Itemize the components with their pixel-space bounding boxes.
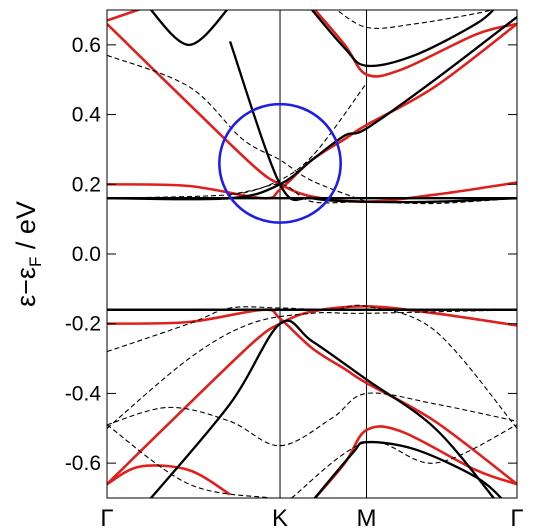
high-symmetry-lines	[279, 10, 368, 498]
x-tick-label: Γ	[510, 505, 523, 531]
dashed-band-line-25	[107, 424, 272, 498]
band-series-group	[107, 10, 517, 498]
y-axis-title-main: ε−ε	[11, 267, 41, 307]
red-band-line-5	[107, 308, 517, 486]
red-band-line-4	[313, 10, 517, 78]
highlight-ellipse	[218, 102, 342, 224]
x-tick-label: Γ	[100, 505, 113, 531]
dashed-band-line-19	[107, 54, 367, 203]
y-tick-label: 0.6	[72, 34, 101, 57]
black-band-line-13	[149, 10, 229, 47]
y-tick-label: -0.4	[65, 382, 102, 405]
annotation-group	[218, 102, 342, 224]
black-band-line-11	[228, 41, 517, 204]
red-band-line-2	[107, 22, 517, 200]
red-band-line-7	[107, 464, 231, 496]
y-tick-label: -0.2	[65, 313, 101, 336]
dashed-band-line-20	[229, 82, 367, 196]
y-tick-label: -0.6	[65, 452, 101, 475]
y-axis-title-unit: / eV	[11, 201, 41, 257]
y-tick-label: 0.2	[72, 173, 101, 196]
dashed-band-line-18	[107, 183, 517, 205]
y-axis-title: ε−εF / eV	[11, 201, 45, 307]
dashed-band-line-22	[107, 304, 517, 429]
y-axis-ticks: -0.6 -0.4 -0.2 0.0 0.2 0.4 0.6	[65, 34, 517, 475]
y-tick-label: 0.4	[72, 104, 102, 127]
red-band-line-6	[107, 304, 517, 486]
dashed-band-line-23	[107, 309, 517, 429]
x-tick-label: K	[272, 505, 288, 531]
dashed-band-line-21	[336, 10, 494, 29]
black-band-line-15	[149, 319, 496, 498]
dashed-band-line-26	[291, 424, 517, 498]
black-band-line-16	[313, 440, 503, 498]
x-tick-label: M	[357, 505, 377, 531]
black-band-line-14	[311, 10, 495, 68]
dashed-band-line-24	[107, 392, 517, 447]
y-axis-title-subscript: F	[26, 257, 45, 267]
y-tick-label: 0.0	[72, 243, 101, 266]
red-band-line-1	[107, 22, 517, 204]
red-band-line-3	[107, 10, 142, 22]
